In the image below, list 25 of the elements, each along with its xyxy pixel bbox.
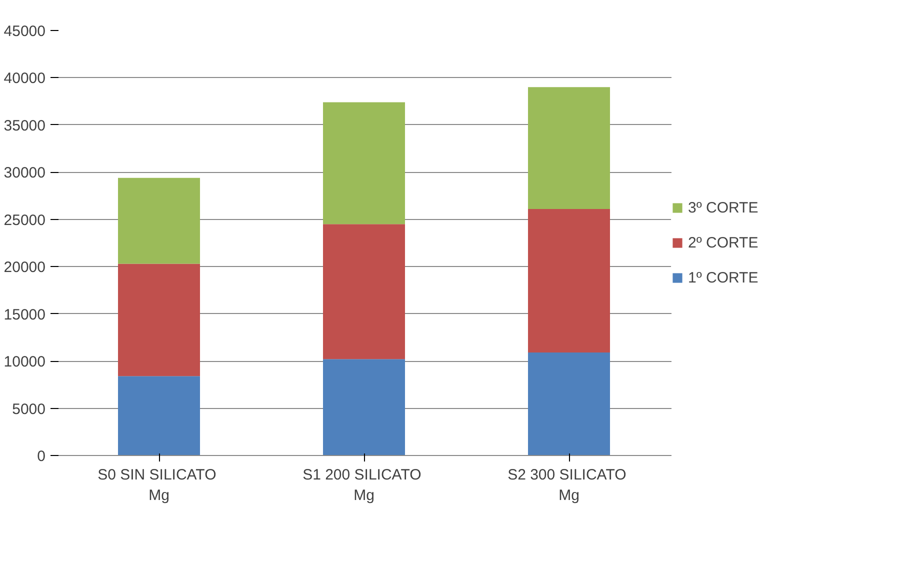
bar <box>528 352 610 456</box>
y-tick-label: 40000 <box>4 70 46 88</box>
y-tick-label: 30000 <box>4 164 46 182</box>
x-tick-label: S2 300 SILICATO Mg <box>508 466 626 504</box>
x-tick-label: S1 200 SILICATO Mg <box>302 466 422 504</box>
bar <box>323 359 405 456</box>
y-tick-label: 20000 <box>4 259 46 276</box>
bar <box>528 87 610 209</box>
y-tick-label: 25000 <box>4 212 46 229</box>
y-tick-label: 15000 <box>4 306 46 324</box>
bar <box>528 209 610 353</box>
y-tick-label: 45000 <box>4 23 46 40</box>
x-tick-label: S0 SIN SILICATO Mg <box>98 466 216 504</box>
y-tick-label: 35000 <box>4 117 46 134</box>
legend-label: 3º CORTE <box>688 199 758 216</box>
bar <box>323 102 405 224</box>
bar <box>118 178 200 264</box>
y-tick-label: 5000 <box>12 400 46 418</box>
bar <box>323 224 405 360</box>
y-tick-label: 10000 <box>4 354 46 371</box>
legend-label: 1º CORTE <box>688 269 758 286</box>
bar <box>118 264 200 376</box>
legend-label: 2º CORTE <box>688 234 758 251</box>
bar <box>118 376 200 456</box>
y-tick-label: 0 <box>37 448 46 465</box>
